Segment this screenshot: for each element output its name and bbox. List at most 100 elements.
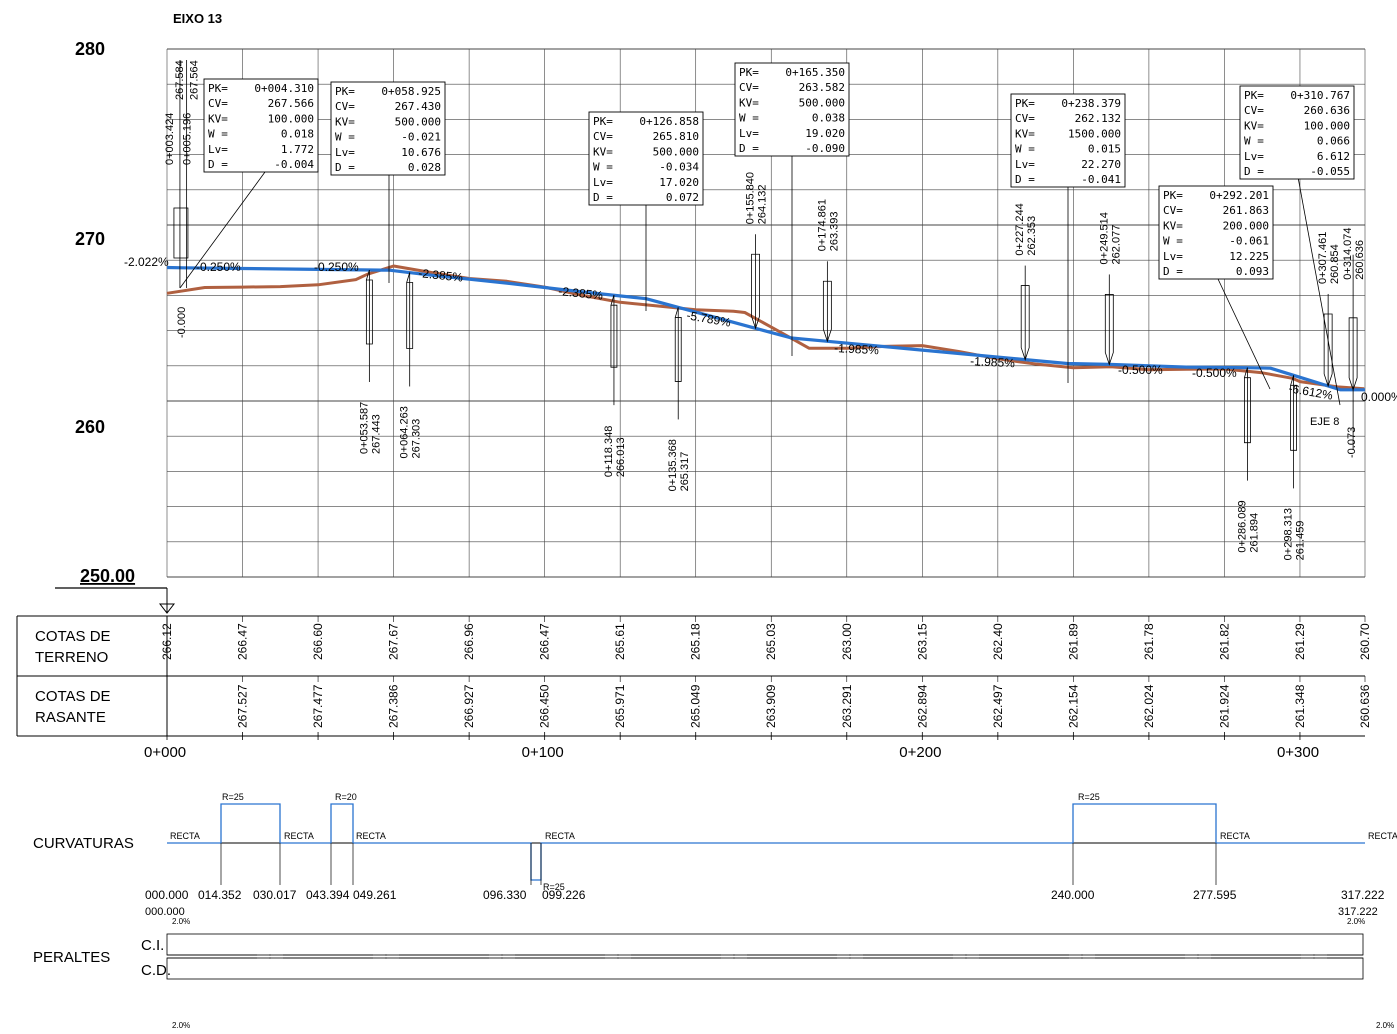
terreno-value: 266.47 [538, 623, 552, 660]
curv-station: 096.330 [483, 888, 527, 902]
slope-label: -0.073 [1346, 427, 1358, 458]
box-key: W = [739, 112, 759, 125]
rasante-line [166, 265, 1365, 392]
box-value: 1500.000 [1068, 127, 1121, 140]
station-label: 0+064.263 [399, 406, 411, 458]
rasante-values: 267.527 267.477 267.386 266.927 266.450 265.9… [236, 676, 1372, 728]
recta-label: RECTA [356, 831, 386, 841]
radius-label: R=25 [543, 882, 565, 892]
elevation-label: 267.303 [411, 419, 423, 459]
curv-station: 049.261 [353, 888, 397, 902]
slope-label: -2.022% [124, 255, 169, 269]
box-key: PK= [1163, 189, 1183, 202]
terreno-value: 261.29 [1293, 623, 1307, 660]
box-value: 200.000 [1223, 219, 1269, 232]
box-frame [588, 111, 704, 206]
peraltes-ci-label: C.I. [141, 937, 164, 954]
station-label: 0+135.368 [667, 439, 679, 491]
box-key: KV= [208, 112, 228, 125]
leader-line [1297, 176, 1341, 406]
slope-label: -0.500% [1192, 366, 1237, 380]
box-key: D = [1163, 265, 1183, 278]
peraltes-pct: 2.0% [1347, 917, 1365, 926]
radius-label: R=25 [1078, 792, 1100, 802]
slope-labels: -2.022% -0.250% -0.250% -2.385% -2.385% … [124, 255, 1397, 458]
terreno-value: 261.89 [1066, 623, 1080, 660]
terreno-value: 267.67 [387, 623, 401, 660]
vertex-info-box: PK= 0+310.767 CV= 260.636 KV= 100.000 W = 0.066… [1239, 85, 1355, 406]
elevation-label: 260.854 [1329, 244, 1341, 284]
vertical-curve-markers: 0+003.424 267.584 0+005.196 267.564 0+053.58… [164, 60, 1366, 560]
box-frame [734, 62, 850, 157]
peraltes-start: 000.000 [145, 906, 185, 918]
box-key: KV= [739, 96, 759, 109]
box-key: PK= [1244, 89, 1264, 102]
station-label: 0+307.461 [1317, 232, 1329, 284]
chainage-label: 0+200 [899, 744, 941, 761]
box-value: 0.018 [281, 128, 314, 141]
terreno-value: 266.96 [462, 623, 476, 660]
terreno-values: 266.12 266.47 266.60 267.67 266.96 266.47 265.… [160, 616, 1372, 660]
terreno-value: 263.00 [840, 623, 854, 660]
chainage-label: 0+100 [522, 744, 564, 761]
box-key: PK= [335, 85, 355, 98]
curv-station: 030.017 [253, 888, 297, 902]
rasante-value: 263.909 [764, 684, 778, 728]
slope-label: -1.985% [970, 354, 1016, 370]
curv-station: 043.394 [306, 888, 350, 902]
peraltes-pct: 2.0% [172, 1021, 190, 1030]
box-value: 265.810 [653, 130, 699, 143]
box-value: -0.041 [1081, 173, 1121, 186]
elevation-label: 266.013 [615, 437, 627, 477]
elevation-label: 262.077 [1110, 225, 1122, 265]
box-key: Lv= [208, 143, 228, 156]
elevation-label: 264.132 [757, 185, 769, 225]
rasante-label-line2: RASANTE [35, 709, 106, 726]
elevation-label: 261.894 [1248, 513, 1260, 553]
box-key: CV= [1163, 204, 1183, 217]
rasante-value: 262.894 [915, 684, 929, 728]
terreno-value: 266.12 [160, 623, 174, 660]
box-value: 12.225 [1229, 250, 1269, 263]
recta-label: RECTA [284, 831, 314, 841]
box-value: 500.000 [799, 96, 845, 109]
chainage-axis: 0+000 0+100 0+200 0+300 [144, 732, 1365, 761]
elevation-label: 261.459 [1295, 521, 1307, 561]
elevation-label: 260.636 [1354, 240, 1366, 280]
rasante-value: 266.450 [538, 684, 552, 728]
curve-marker [1348, 317, 1358, 392]
curve-marker [1323, 313, 1333, 388]
box-key: W = [1244, 135, 1264, 148]
box-frame [1239, 85, 1355, 180]
station-label: 0+003.424 [164, 113, 176, 165]
box-value: 0+292.201 [1209, 189, 1269, 202]
box-key: CV= [1015, 112, 1035, 125]
station-label: 0+155.840 [745, 172, 757, 224]
elevation-label: 267.584 [174, 60, 186, 100]
box-frame [330, 81, 446, 176]
peraltes-band: PERALTES C.I. C.D. 000.000 317.222 2.0% … [33, 906, 1394, 1030]
box-value: 0+058.925 [381, 85, 441, 98]
box-key: KV= [1015, 127, 1035, 140]
station-label: 0+118.348 [603, 426, 615, 478]
rasante-value: 260.636 [1358, 684, 1372, 728]
box-key: D = [1015, 173, 1035, 186]
rasante-value: 267.477 [311, 684, 325, 728]
terreno-value: 265.03 [764, 623, 778, 660]
curv-station: 000.000 [145, 888, 189, 902]
station-label: 0+174.861 [816, 199, 828, 251]
terreno-line [166, 264, 1365, 391]
terreno-value: 265.61 [613, 623, 627, 660]
elevation-label-270: 270 [75, 229, 105, 249]
slope-label: -0.250% [314, 260, 359, 274]
curve-marker [1104, 294, 1114, 366]
box-value: 263.582 [799, 81, 845, 94]
box-value: 0.015 [1088, 143, 1121, 156]
station-label: 0+053.587 [358, 402, 370, 454]
box-key: PK= [208, 82, 228, 95]
box-value: 500.000 [653, 145, 699, 158]
elevation-label: 267.564 [189, 60, 201, 100]
box-value: -0.034 [659, 161, 699, 174]
box-value: 260.636 [1304, 104, 1350, 117]
